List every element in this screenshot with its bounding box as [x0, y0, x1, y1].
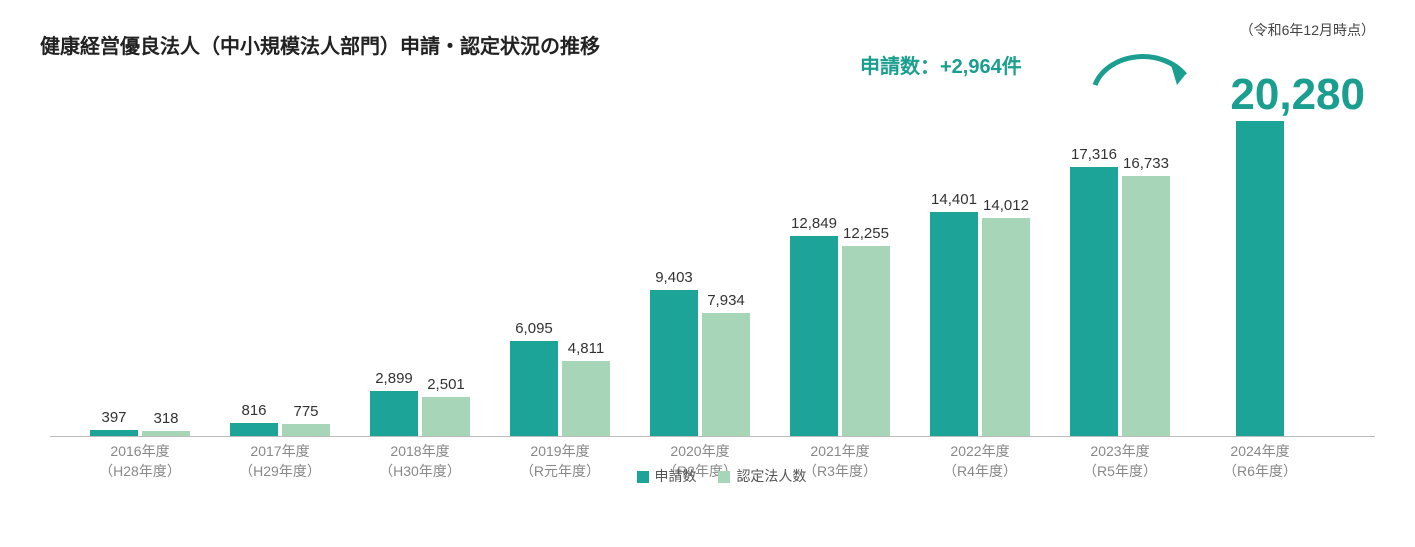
- bar-value-label: 16,733: [1112, 155, 1180, 172]
- bar-group: 17,31616,7332023年度（R5年度）: [1050, 167, 1190, 436]
- bar-chart: 3973182016年度（H28年度）8167752017年度（H29年度）2,…: [50, 120, 1375, 492]
- legend: 申請数 認定法人数: [50, 466, 1375, 486]
- bar-applications: 14,401: [930, 212, 978, 436]
- bar-applications: [1236, 121, 1284, 436]
- legend-label-applications: 申請数: [655, 468, 697, 484]
- bar-value-label: 2,501: [412, 376, 480, 393]
- bar-applications: 816: [230, 423, 278, 436]
- bar-group: 2024年度（R6年度）: [1190, 121, 1330, 436]
- bar-group: 14,40114,0122022年度（R4年度）: [910, 212, 1050, 436]
- bar-certified: 2,501: [422, 397, 470, 436]
- bar-value-label: 9,403: [640, 269, 708, 286]
- legend-swatch-applications: [637, 471, 649, 483]
- legend-swatch-certified: [718, 471, 730, 483]
- arrow-icon: [1085, 45, 1205, 105]
- bar-value-label: 14,012: [972, 197, 1040, 214]
- bar-group: 2,8992,5012018年度（H30年度）: [350, 391, 490, 436]
- bar-value-label: 318: [132, 410, 200, 427]
- bar-group: 12,84912,2552021年度（R3年度）: [770, 236, 910, 436]
- bar-certified: 14,012: [982, 218, 1030, 436]
- bar-group: 9,4037,9342020年度（R2年度）: [630, 290, 770, 436]
- bar-certified: 12,255: [842, 246, 890, 436]
- bar-group: 3973182016年度（H28年度）: [70, 430, 210, 436]
- delta-callout: 申請数：+2,964件: [860, 50, 1022, 79]
- plot-area: 3973182016年度（H28年度）8167752017年度（H29年度）2,…: [50, 120, 1375, 437]
- bar-value-label: 6,095: [500, 320, 568, 337]
- chart-container: 健康経営優良法人（中小規模法人部門）申請・認定状況の推移 申請数：+2,964件…: [0, 0, 1415, 547]
- bar-applications: 6,095: [510, 341, 558, 436]
- legend-label-certified: 認定法人数: [736, 468, 806, 484]
- bar-value-label: 7,934: [692, 292, 760, 309]
- highlight-value: 20,280: [1230, 70, 1365, 120]
- bar-certified: 4,811: [562, 361, 610, 436]
- bar-value-label: 4,811: [552, 340, 620, 357]
- bar-applications: 17,316: [1070, 167, 1118, 436]
- timestamp-note: （令和6年12月時点）: [1240, 20, 1375, 40]
- bar-certified: 775: [282, 424, 330, 436]
- bar-value-label: 775: [272, 403, 340, 420]
- bar-group: 8167752017年度（H29年度）: [210, 423, 350, 436]
- bar-value-label: 12,255: [832, 225, 900, 242]
- bar-certified: 7,934: [702, 313, 750, 436]
- bar-certified: 16,733: [1122, 176, 1170, 436]
- bar-group: 6,0954,8112019年度（R元年度）: [490, 341, 630, 436]
- bar-applications: 2,899: [370, 391, 418, 436]
- bar-applications: 9,403: [650, 290, 698, 436]
- bar-applications: 12,849: [790, 236, 838, 436]
